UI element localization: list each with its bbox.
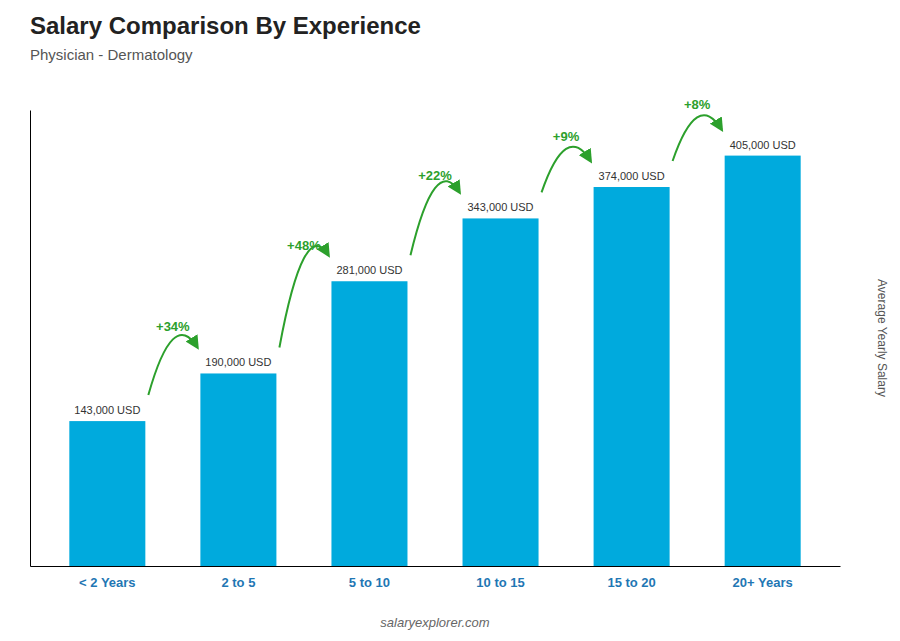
x-tick-label: 2 to 5 (221, 575, 255, 590)
bars (69, 156, 800, 566)
change-label: +22% (418, 168, 452, 183)
x-axis: < 2 Years 2 to 5 5 to 10 10 to 15 15 to 20 20… (31, 567, 841, 591)
change-arrow (410, 181, 459, 255)
x-tick: 5 to 10 (349, 575, 390, 590)
x-tick-label: < 2 Years (79, 575, 136, 590)
value-label: 143,000 USD (74, 404, 140, 416)
x-tick-label: 15 to 20 (607, 575, 655, 590)
plot: < 2 Years 2 to 5 5 to 10 10 to 15 15 to 20 20… (31, 97, 841, 590)
value-label: 374,000 USD (599, 170, 665, 182)
chart: Salary Comparison By Experience Physician… (0, 0, 900, 641)
x-tick-label: 20+ Years (733, 575, 793, 590)
value-label: 343,000 USD (468, 201, 534, 213)
value-label: 281,000 USD (336, 264, 402, 276)
y-axis-title: Average Yearly Salary (875, 279, 889, 397)
change-arrow (673, 115, 722, 161)
x-tick-label: 5 to 10 (349, 575, 390, 590)
value-label: 405,000 USD (730, 139, 796, 151)
value-label: 190,000 USD (205, 356, 271, 368)
change-arrow (542, 147, 591, 193)
x-tick: 10 to 15 (476, 575, 524, 590)
y-axis (30, 111, 31, 567)
x-tick: 2 to 5 (221, 575, 255, 590)
x-tick: 20+ Years (733, 575, 793, 590)
footer: salaryexplorer.com (380, 615, 490, 630)
change-label: +9% (553, 129, 580, 144)
x-tick: < 2 Years (79, 575, 136, 590)
bar (594, 187, 670, 566)
change-label: +48% (287, 238, 321, 253)
y-axis-line (30, 111, 31, 567)
bar (69, 421, 145, 566)
bar (463, 218, 539, 566)
change-arrow (279, 246, 328, 348)
title: Salary Comparison By Experience (30, 12, 421, 39)
subtitle: Physician - Dermatology (30, 46, 193, 63)
x-axis-line (31, 566, 841, 567)
change-label: +34% (156, 319, 190, 334)
bar (331, 281, 407, 566)
x-tick-label: 10 to 15 (476, 575, 524, 590)
change-label: +8% (684, 97, 711, 112)
change-arrow (148, 335, 197, 395)
bar (725, 156, 801, 566)
labels: 143,000 USD 190,000 USD 281,000 USD 343,000… (74, 139, 795, 416)
bar (200, 373, 276, 566)
change-arrows: +34% +48% +22% +9% +8% (148, 97, 721, 395)
x-tick: 15 to 20 (607, 575, 655, 590)
